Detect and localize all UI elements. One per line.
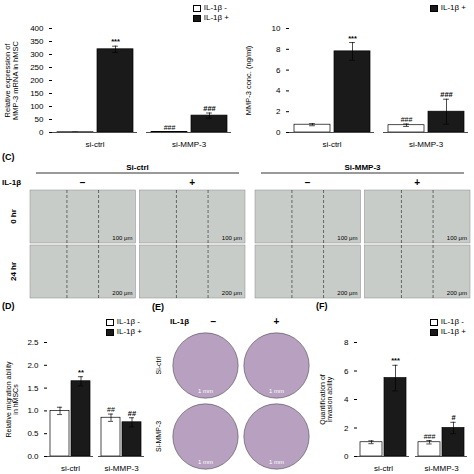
svg-text:**: ** (78, 368, 84, 377)
svg-text:si-ctrl: si-ctrl (61, 464, 80, 473)
svg-text:***: *** (348, 34, 357, 43)
svg-text:1.0: 1.0 (27, 406, 39, 415)
svg-text:24 hr: 24 hr (9, 262, 18, 281)
svg-text:4: 4 (344, 395, 349, 404)
svg-text:si-MMP-3: si-MMP-3 (409, 140, 444, 149)
svg-text:200 μm: 200 μm (112, 290, 132, 296)
svg-text:1.5: 1.5 (27, 384, 39, 393)
svg-text:400: 400 (30, 24, 44, 33)
svg-text:100 μm: 100 μm (112, 235, 132, 241)
svg-text:+: + (274, 316, 280, 327)
svg-text:0.5: 0.5 (27, 429, 39, 438)
svg-text:+: + (189, 177, 195, 188)
svg-text:###: ### (203, 104, 216, 113)
svg-text:350: 350 (30, 37, 44, 46)
svg-text:150: 150 (30, 89, 44, 98)
svg-text:si-MMP-3: si-MMP-3 (104, 464, 139, 473)
svg-text:50: 50 (35, 115, 44, 124)
html-text:IL-1β +: IL-1β + (440, 327, 466, 336)
svg-text:1 mm: 1 mm (198, 459, 213, 465)
svg-text:300: 300 (30, 50, 44, 59)
svg-text:200 μm: 200 μm (337, 290, 357, 296)
svg-text:###: ### (401, 116, 413, 123)
svg-text:8: 8 (276, 45, 281, 54)
svg-text:si-MMP-3: si-MMP-3 (424, 464, 459, 473)
svg-text:Si-ctrl: Si-ctrl (126, 163, 149, 172)
svg-text:100: 100 (30, 102, 44, 111)
svg-text:#: # (451, 413, 456, 422)
svg-text:0: 0 (276, 128, 281, 137)
svg-text:100 μm: 100 μm (337, 235, 357, 241)
svg-text:0: 0 (344, 452, 349, 461)
svg-text:Si-MMP-3: Si-MMP-3 (155, 421, 162, 452)
html-text:(D): (D) (2, 301, 15, 311)
svg-text:0 hr: 0 hr (9, 209, 18, 224)
svg-text:2.0: 2.0 (27, 361, 39, 370)
svg-text:IL-1β: IL-1β (2, 178, 21, 187)
svg-text:***: *** (111, 37, 120, 46)
svg-text:100 μm: 100 μm (447, 235, 467, 241)
svg-text:si-ctrl: si-ctrl (322, 140, 341, 149)
svg-text:200 μm: 200 μm (447, 290, 467, 296)
svg-text:−: − (211, 316, 217, 327)
svg-text:Si-MMP-3: Si-MMP-3 (345, 163, 382, 172)
html-text:IL-1β -: IL-1β - (116, 317, 140, 326)
svg-text:0: 0 (39, 128, 44, 137)
svg-text:##: ## (128, 409, 137, 418)
svg-text:2: 2 (276, 107, 281, 116)
svg-text:###: ### (424, 433, 436, 440)
html-text:IL-1β -: IL-1β - (203, 3, 227, 12)
svg-text:250: 250 (30, 63, 44, 72)
svg-text:***: *** (391, 356, 400, 365)
svg-text:si-ctrl: si-ctrl (85, 140, 104, 149)
svg-text:0.0: 0.0 (27, 452, 39, 461)
svg-text:Relative expression ofMMP-3 mR: Relative expression ofMMP-3 mRNA in hMSC (3, 41, 20, 120)
svg-text:si-ctrl: si-ctrl (374, 464, 393, 473)
svg-text:4: 4 (276, 86, 281, 95)
svg-text:Si-ctrl: Si-ctrl (155, 356, 162, 374)
svg-text:8: 8 (344, 338, 349, 347)
svg-text:Quantification ofinvasion abil: Quantification ofinvasion ability (319, 374, 334, 425)
svg-text:1 mm: 1 mm (269, 459, 284, 465)
svg-text:##: ## (107, 406, 115, 413)
svg-text:−: − (305, 177, 311, 188)
html-text:(F): (F) (316, 301, 328, 311)
svg-text:100 μm: 100 μm (222, 235, 242, 241)
html-text:IL-1β +: IL-1β + (440, 3, 466, 12)
svg-text:10: 10 (272, 24, 281, 33)
svg-text:MMP-3 conc. (ng/ml): MMP-3 conc. (ng/ml) (244, 45, 253, 115)
svg-text:###: ### (164, 124, 176, 131)
svg-text:IL-1β: IL-1β (170, 317, 189, 326)
svg-text:(C): (C) (2, 152, 15, 162)
svg-text:2: 2 (344, 424, 349, 433)
svg-text:200: 200 (30, 76, 44, 85)
svg-text:6: 6 (276, 66, 281, 75)
svg-text:Relative migration abilityin h: Relative migration abilityin hMSCs (5, 361, 19, 437)
svg-text:+: + (414, 177, 420, 188)
svg-text:6: 6 (344, 367, 349, 376)
svg-text:1 mm: 1 mm (198, 388, 213, 394)
html-text:IL-1β +: IL-1β + (203, 13, 229, 22)
svg-text:1 mm: 1 mm (269, 388, 284, 394)
svg-text:###: ### (440, 90, 453, 99)
svg-text:(E): (E) (152, 302, 164, 312)
svg-text:−: − (80, 177, 86, 188)
svg-text:200 μm: 200 μm (222, 290, 242, 296)
svg-text:2.5: 2.5 (27, 338, 39, 347)
html-text:IL-1β +: IL-1β + (116, 327, 142, 336)
html-text:IL-1β -: IL-1β - (440, 317, 464, 326)
svg-text:si-MMP-3: si-MMP-3 (172, 140, 207, 149)
